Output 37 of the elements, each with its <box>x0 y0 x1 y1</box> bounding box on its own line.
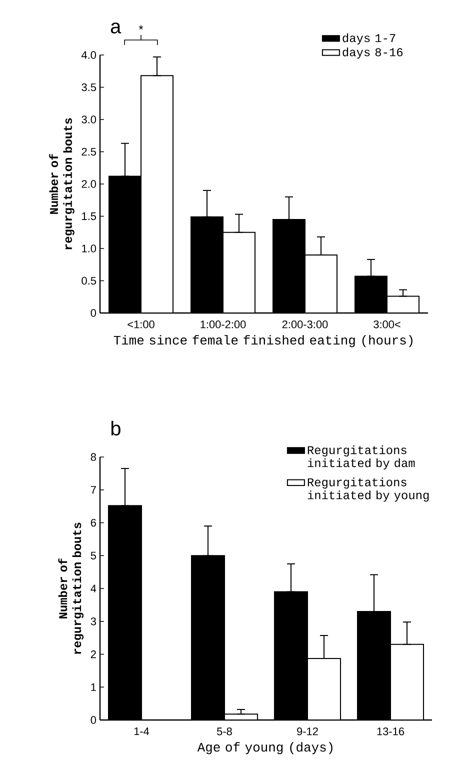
y-tick-label: 7 <box>90 486 96 494</box>
x-axis-title: Time since female finished eating (hours) <box>114 335 412 348</box>
y-tick-label: 0 <box>90 309 96 317</box>
x-tick-label: 5-8 <box>217 728 232 736</box>
y-axis-title: Number of regurgitation bouts <box>58 522 84 654</box>
y-tick-label: 0.5 <box>82 276 96 285</box>
y-tick-label: 8 <box>90 453 96 461</box>
x-tick-label: <1:00 <box>128 320 154 328</box>
x-tick-label: 13-16 <box>377 728 404 736</box>
y-tick-label: 5 <box>90 552 96 560</box>
y-tick-label: 3 <box>90 618 96 626</box>
x-tick-label: 1-4 <box>134 728 150 736</box>
x-axis-title: Age of young (days) <box>197 742 332 754</box>
y-tick-label: 2.5 <box>82 148 96 156</box>
legend-label: Regurgitations initiated by young <box>308 478 429 502</box>
y-tick-label: 2 <box>90 650 96 658</box>
y-tick-label: 6 <box>90 518 96 527</box>
x-tick-label: 1:00-2:00 <box>200 320 246 328</box>
y-tick-label: 2.0 <box>82 180 96 188</box>
y-tick-label: 1.0 <box>82 244 96 252</box>
chart-title: a <box>110 22 122 34</box>
legend-label: days 1-7 <box>342 33 396 45</box>
y-tick-label: 1.5 <box>82 212 96 220</box>
text: * <box>138 25 144 30</box>
y-tick-label: 0 <box>90 716 96 724</box>
y-axis-title: Number of regurgitation bouts <box>49 118 74 250</box>
x-tick-label: 2:00-3:00 <box>282 320 328 328</box>
chart-title: b <box>111 420 120 436</box>
y-tick-label: 3.0 <box>82 116 96 124</box>
y-tick-label: 3.5 <box>82 83 96 92</box>
y-tick-label: 4 <box>90 584 96 592</box>
y-tick-label: 4.0 <box>81 51 96 59</box>
y-tick-label: 1 <box>91 683 96 691</box>
legend-label: Regurgitations initiated by dam <box>308 445 415 470</box>
legend-label: days 8-16 <box>342 48 403 59</box>
x-tick-label: 9-12 <box>297 728 318 736</box>
x-tick-label: 3:00< <box>374 320 400 328</box>
